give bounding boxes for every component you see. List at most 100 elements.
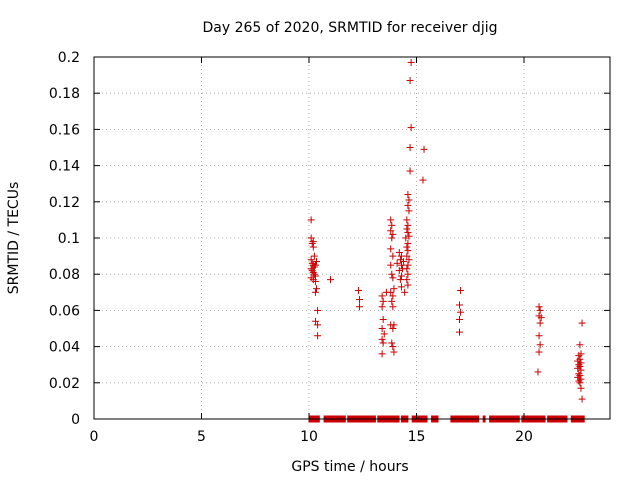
data-point — [575, 361, 583, 369]
data-point — [389, 303, 397, 311]
x-tick-label: 0 — [90, 429, 99, 445]
y-tick-label: 0.06 — [49, 303, 80, 319]
data-point — [536, 319, 544, 327]
data-point — [314, 306, 322, 314]
data-point — [405, 256, 413, 264]
data-point — [387, 288, 395, 296]
data-point — [327, 276, 334, 284]
data-point — [406, 144, 414, 151]
data-point — [574, 357, 582, 365]
data-point — [457, 286, 465, 294]
data-point — [395, 267, 403, 275]
data-point — [308, 267, 316, 275]
data-point — [396, 256, 404, 264]
data-point — [309, 268, 317, 276]
data-point — [388, 234, 396, 242]
y-axis-label: SRMTID / TECUs — [6, 182, 22, 295]
data-point — [577, 366, 585, 374]
y-tick-label: 0.04 — [49, 340, 80, 356]
data-point — [388, 221, 396, 229]
data-point — [420, 145, 428, 153]
data-point — [404, 247, 412, 255]
data-point — [389, 252, 397, 260]
tick-labels: 0 5 10 15 20 0 0.02 0.04 0.06 0.08 0.1 0.12 0.14 0.16… — [49, 50, 533, 445]
data-point — [311, 317, 319, 325]
data-point — [404, 191, 412, 199]
data-point — [574, 373, 582, 381]
data-point — [407, 58, 415, 66]
data-point — [456, 315, 463, 323]
data-point — [457, 308, 465, 316]
data-point — [313, 258, 321, 266]
data-point — [356, 296, 364, 304]
x-tick-label: 5 — [197, 429, 206, 445]
chart-title: Day 265 of 2020, SRMTID for receiver dji… — [203, 20, 498, 36]
data-point — [389, 274, 397, 282]
data-point — [393, 259, 401, 267]
data-point — [387, 245, 395, 253]
data-point — [311, 277, 319, 285]
data-point — [405, 232, 413, 240]
y-tick-label: 0.18 — [49, 86, 80, 102]
data-point — [401, 288, 409, 296]
data-point — [537, 314, 545, 322]
data-point — [380, 330, 388, 338]
data-point — [403, 276, 411, 284]
data-point — [313, 285, 321, 293]
data-point — [577, 384, 585, 392]
data-point — [308, 259, 316, 267]
y-tick-label: 0.1 — [58, 231, 80, 247]
data-point — [388, 339, 396, 347]
data-point — [390, 285, 398, 293]
data-point — [578, 395, 586, 403]
data-points — [307, 58, 586, 403]
data-point — [403, 225, 411, 233]
data-point — [388, 270, 396, 278]
data-point — [378, 350, 386, 358]
data-point — [378, 292, 386, 300]
data-point — [396, 276, 404, 284]
y-tick-label: 0.14 — [49, 159, 80, 175]
data-point — [378, 325, 386, 332]
data-point — [314, 332, 322, 340]
data-point — [404, 261, 412, 269]
data-point — [307, 265, 315, 273]
data-point — [576, 379, 584, 387]
data-point — [534, 368, 542, 376]
data-point — [388, 297, 396, 305]
y-tick-label: 0 — [71, 412, 80, 428]
data-point — [310, 270, 318, 278]
data-point — [354, 286, 362, 294]
data-point — [536, 306, 544, 314]
data-point — [311, 288, 319, 296]
data-point — [575, 377, 583, 385]
data-point — [402, 234, 410, 242]
data-point — [389, 343, 397, 351]
data-point — [403, 216, 411, 224]
data-point — [307, 216, 315, 224]
data-point — [378, 303, 386, 311]
data-point — [535, 303, 543, 311]
data-point — [379, 339, 387, 347]
x-tick-label: 20 — [515, 429, 533, 445]
data-point — [311, 261, 319, 269]
data-point — [419, 176, 427, 184]
data-point — [407, 124, 415, 132]
grid-lines — [94, 57, 610, 419]
data-point — [406, 77, 414, 85]
data-point — [389, 292, 397, 300]
data-point — [574, 364, 582, 372]
data-point — [310, 263, 318, 271]
data-point — [314, 321, 322, 329]
y-tick-label: 0.12 — [49, 195, 80, 211]
data-point — [403, 265, 411, 273]
data-point — [404, 270, 412, 278]
data-point — [536, 341, 544, 349]
x-axis-label: GPS time / hours — [291, 459, 408, 475]
y-tick-label: 0.08 — [49, 267, 80, 283]
x-tick-label: 15 — [408, 429, 426, 445]
data-point — [387, 261, 395, 269]
data-point — [309, 243, 317, 251]
data-point — [387, 321, 395, 329]
